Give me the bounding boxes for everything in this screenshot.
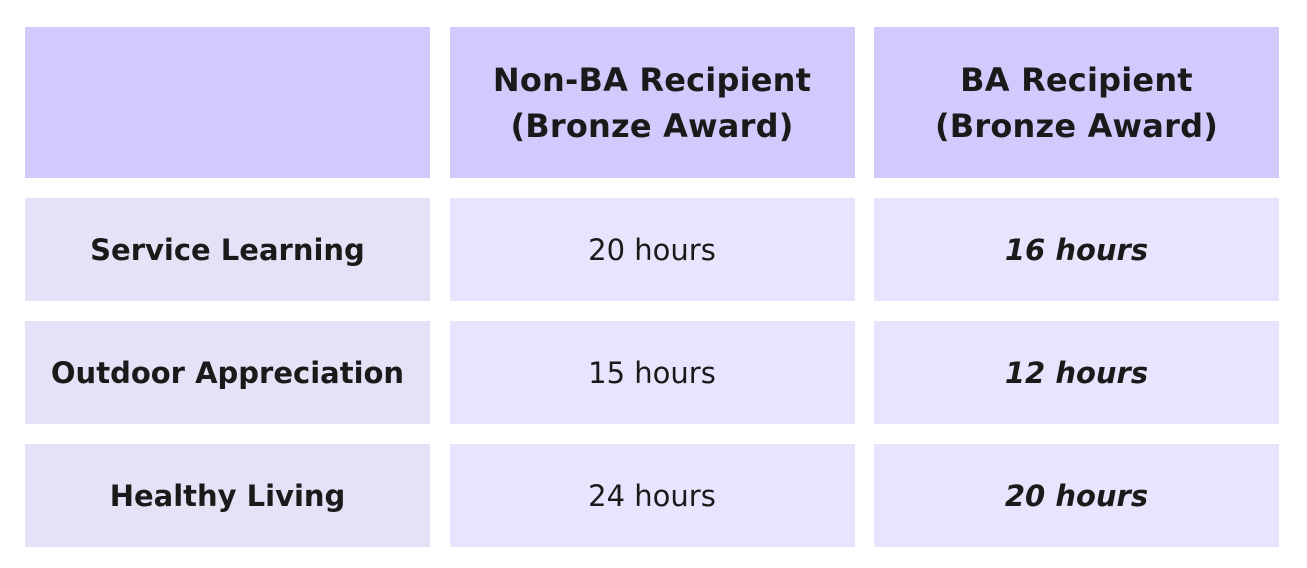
cell-healthy-living-non-ba: 24 hours: [449, 444, 855, 547]
cell-service-learning-non-ba: 20 hours: [449, 198, 855, 301]
cell-healthy-living-ba: 20 hours: [874, 444, 1279, 547]
row-label-service-learning: Service Learning: [25, 198, 430, 301]
header-cell-non-ba: Non-BA Recipient (Bronze Award): [449, 27, 855, 178]
comparison-table: Non-BA Recipient (Bronze Award) BA Recip…: [25, 27, 1279, 547]
cell-outdoor-appreciation-non-ba: 15 hours: [449, 321, 855, 424]
header-non-ba-line1: Non-BA Recipient: [492, 60, 812, 99]
header-cell-empty: [25, 27, 430, 178]
header-non-ba-line2: (Bronze Award): [510, 106, 794, 145]
header-ba-line2: (Bronze Award): [934, 106, 1219, 145]
row-label-outdoor-appreciation: Outdoor Appreciation: [25, 321, 430, 424]
row-label-healthy-living: Healthy Living: [25, 444, 430, 547]
header-cell-ba: BA Recipient (Bronze Award): [874, 27, 1279, 178]
cell-outdoor-appreciation-ba: 12 hours: [874, 321, 1279, 424]
header-ba-line1: BA Recipient: [960, 60, 1193, 99]
cell-service-learning-ba: 16 hours: [874, 198, 1279, 301]
